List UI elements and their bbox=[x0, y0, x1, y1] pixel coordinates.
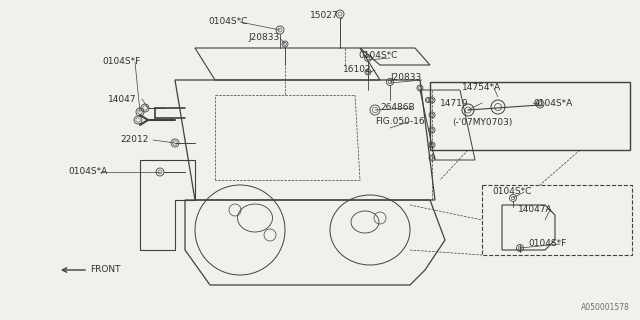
Text: 14047A: 14047A bbox=[518, 205, 552, 214]
Text: J20833: J20833 bbox=[248, 34, 279, 43]
Text: 16102: 16102 bbox=[343, 66, 372, 75]
Bar bbox=[482, 185, 632, 255]
Text: 26486B: 26486B bbox=[380, 103, 415, 113]
Text: 15027: 15027 bbox=[310, 12, 339, 20]
Text: 14754*A: 14754*A bbox=[462, 84, 501, 92]
Text: A050001578: A050001578 bbox=[581, 303, 630, 312]
Text: J20833: J20833 bbox=[390, 74, 421, 83]
Text: 0104S*C: 0104S*C bbox=[492, 188, 531, 196]
Text: 0104S*F: 0104S*F bbox=[102, 58, 140, 67]
Bar bbox=[430, 82, 630, 150]
Text: 0104S*C: 0104S*C bbox=[208, 18, 248, 27]
Text: 22012: 22012 bbox=[120, 135, 148, 145]
Text: 14047: 14047 bbox=[108, 94, 136, 103]
Text: 0104S*A: 0104S*A bbox=[533, 99, 572, 108]
Text: 0104S*A: 0104S*A bbox=[68, 167, 108, 177]
Text: 0104S*C: 0104S*C bbox=[358, 51, 397, 60]
Text: 0104S*F: 0104S*F bbox=[528, 239, 566, 249]
Text: (-'07MY0703): (-'07MY0703) bbox=[452, 117, 513, 126]
Text: FRONT: FRONT bbox=[90, 266, 120, 275]
Text: 14719: 14719 bbox=[440, 99, 468, 108]
Text: FIG.050-16: FIG.050-16 bbox=[375, 117, 424, 126]
